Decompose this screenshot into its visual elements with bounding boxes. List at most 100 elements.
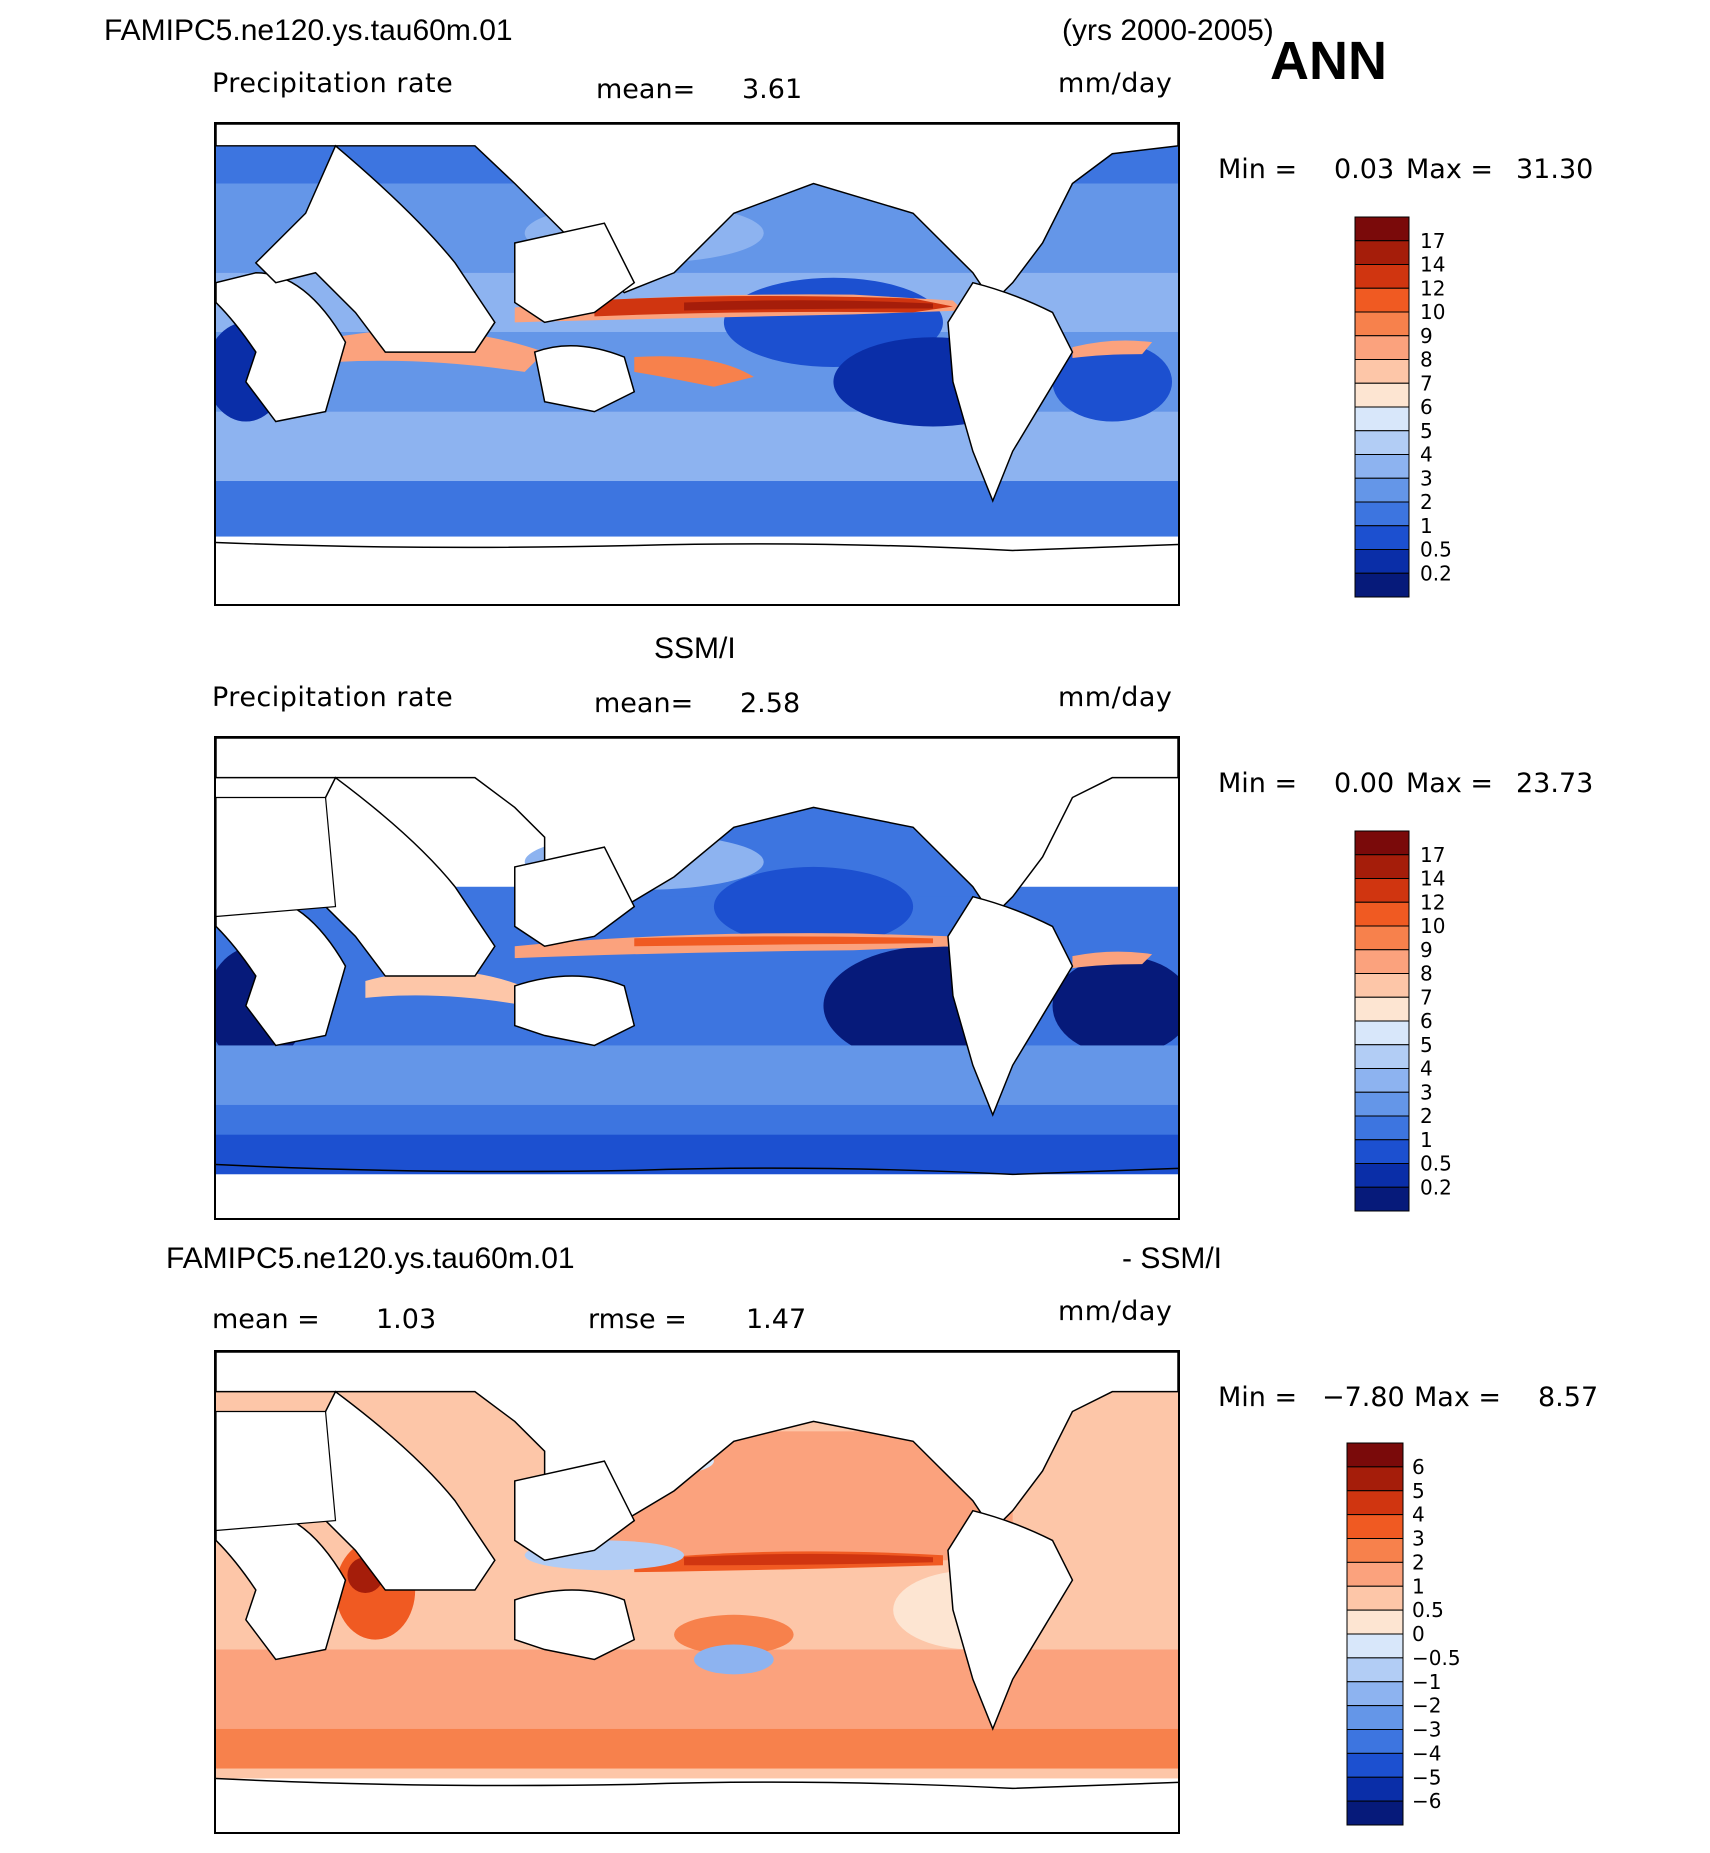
panel1-min-value: 0.03 <box>1334 154 1395 185</box>
panel3-max-value: 8.57 <box>1538 1382 1599 1413</box>
colorbar-tick-label: 0.2 <box>1420 1175 1452 1199</box>
colorbar-tick-label: −5 <box>1412 1765 1441 1789</box>
panel1-max-label: Max = <box>1406 154 1494 185</box>
colorbar-swatch <box>1346 1585 1404 1611</box>
panel3-units: mm/day <box>1058 1296 1173 1327</box>
colorbar-swatch <box>1354 1186 1410 1212</box>
colorbar-tick-label: 5 <box>1412 1479 1425 1503</box>
panel1-map <box>214 122 1180 606</box>
colorbar-swatch <box>1354 925 1410 951</box>
colorbar-swatch <box>1354 1091 1410 1117</box>
colorbar-swatch <box>1354 1115 1410 1141</box>
colorbar-swatch <box>1354 854 1410 879</box>
panel3-rmse-value: 1.47 <box>746 1304 807 1335</box>
colorbar-swatch <box>1354 525 1410 550</box>
panel2-map <box>214 736 1180 1220</box>
colorbar-swatch <box>1354 477 1410 503</box>
colorbar-tick-label: 3 <box>1412 1527 1425 1551</box>
panel3-colorbar: 6 5 4 3 2 1 0.5 0 −0.5 −1 −2 −3 −4 −5 −6 <box>1346 1442 1486 1826</box>
colorbar-tick-label: 6 <box>1412 1455 1425 1479</box>
colorbar-swatch <box>1354 430 1410 455</box>
colorbar-swatch <box>1354 1020 1410 1046</box>
panel3-rmse-label: rmse = <box>588 1304 687 1335</box>
colorbar-swatch <box>1354 335 1410 360</box>
colorbar-tick-label: 8 <box>1420 348 1433 372</box>
panel1-min-label: Min = <box>1218 154 1298 185</box>
colorbar-tick-label: 7 <box>1420 985 1433 1009</box>
panel1-variable: Precipitation rate <box>212 68 454 99</box>
colorbar-swatch <box>1354 501 1410 527</box>
colorbar-tick-label: 0.5 <box>1420 538 1452 562</box>
colorbar-tick-label: 14 <box>1420 253 1445 277</box>
colorbar-swatch <box>1346 1800 1404 1826</box>
colorbar-swatch <box>1346 1538 1404 1563</box>
colorbar-tick-label: 2 <box>1420 490 1433 514</box>
colorbar-swatch <box>1354 287 1410 313</box>
colorbar-tick-label: 12 <box>1420 890 1445 914</box>
colorbar-swatch <box>1346 1609 1404 1635</box>
colorbar-tick-label: 6 <box>1420 1009 1433 1033</box>
colorbar-tick-label: 5 <box>1420 1033 1433 1057</box>
colorbar-tick-label: 10 <box>1420 914 1445 938</box>
colorbar-tick-label: 3 <box>1420 466 1433 490</box>
panel3-map <box>214 1350 1180 1834</box>
panel3-mean-label: mean = <box>212 1304 320 1335</box>
colorbar-swatch <box>1354 382 1410 408</box>
colorbar-tick-label: 0.5 <box>1412 1598 1444 1622</box>
colorbar-tick-label: −2 <box>1412 1694 1441 1718</box>
colorbar-swatch <box>1354 240 1410 265</box>
panel2-units: mm/day <box>1058 682 1173 713</box>
panel3-max-label: Max = <box>1414 1382 1502 1413</box>
colorbar-swatch <box>1346 1705 1404 1730</box>
colorbar-swatch <box>1354 572 1410 598</box>
colorbar-swatch <box>1346 1633 1404 1659</box>
colorbar-swatch <box>1354 901 1410 927</box>
colorbar-tick-label: 9 <box>1420 324 1433 348</box>
panel1-colorbar: 17 14 12 10 9 8 7 6 5 4 3 2 1 0.5 0.2 <box>1354 216 1474 598</box>
colorbar-tick-label: 0 <box>1412 1622 1425 1646</box>
colorbar-tick-label: 17 <box>1420 843 1445 867</box>
colorbar-tick-label: 7 <box>1420 371 1433 395</box>
colorbar-swatch <box>1354 973 1410 998</box>
panel2-colorbar: 17 14 12 10 9 8 7 6 5 4 3 2 1 0.5 0.2 <box>1354 830 1474 1212</box>
colorbar-swatch <box>1354 1044 1410 1069</box>
colorbar-tick-label: 4 <box>1420 443 1433 467</box>
colorbar-tick-label: 6 <box>1420 395 1433 419</box>
panel3-title-left: FAMIPC5.ne120.ys.tau60m.01 <box>166 1242 575 1275</box>
colorbar-swatch <box>1346 1466 1404 1492</box>
colorbar-tick-label: −1 <box>1412 1670 1441 1694</box>
colorbar-swatch <box>1354 359 1410 384</box>
colorbar-swatch <box>1354 311 1410 337</box>
colorbar-tick-label: 17 <box>1420 229 1445 253</box>
colorbar-tick-label: 5 <box>1420 419 1433 443</box>
colorbar-tick-label: 10 <box>1420 300 1445 324</box>
season-label: ANN <box>1270 31 1387 91</box>
colorbar-swatch <box>1346 1442 1404 1468</box>
panel3-min-label: Min = <box>1218 1382 1298 1413</box>
panel3-min-value: −7.80 <box>1322 1382 1405 1413</box>
colorbar-swatch <box>1354 1139 1410 1164</box>
panel2-max-value: 23.73 <box>1516 768 1594 799</box>
colorbar-swatch <box>1346 1561 1404 1587</box>
panel2-mean-label: mean= <box>594 688 694 719</box>
panel2-min-label: Min = <box>1218 768 1298 799</box>
colorbar-tick-label: 0.5 <box>1420 1152 1452 1176</box>
colorbar-tick-label: 0.2 <box>1420 561 1452 585</box>
colorbar-swatch <box>1346 1514 1404 1539</box>
colorbar-tick-label: 2 <box>1420 1104 1433 1128</box>
colorbar-swatch <box>1354 216 1410 242</box>
panel2-title: SSM/I <box>654 632 736 665</box>
colorbar-tick-label: −3 <box>1412 1718 1441 1742</box>
colorbar-swatch <box>1354 878 1410 903</box>
colorbar-swatch <box>1354 406 1410 432</box>
panel2-variable: Precipitation rate <box>212 682 454 713</box>
colorbar-swatch <box>1346 1776 1404 1802</box>
colorbar-swatch <box>1346 1681 1404 1707</box>
colorbar-swatch <box>1354 1163 1410 1188</box>
panel3-title-right: - SSM/I <box>1122 1242 1223 1275</box>
panel2-mean-value: 2.58 <box>740 688 801 719</box>
colorbar-swatch <box>1346 1490 1404 1516</box>
panel1-mean-value: 3.61 <box>742 74 803 105</box>
case-name: FAMIPC5.ne120.ys.tau60m.01 <box>104 14 513 47</box>
colorbar-swatch <box>1354 1068 1410 1093</box>
